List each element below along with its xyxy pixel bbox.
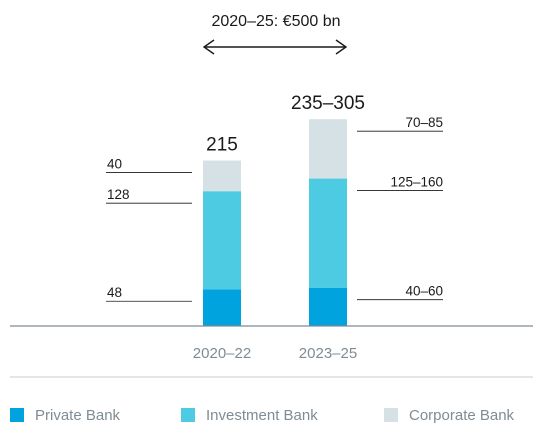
data-label: 48 <box>107 285 122 300</box>
data-label: 70–85 <box>405 115 443 130</box>
legend-label-investment-bank: Investment Bank <box>206 407 318 424</box>
legend-label-private-bank: Private Bank <box>35 407 121 424</box>
bar-segment-corporate-bank-1 <box>203 160 241 192</box>
legend-swatch-investment-bank <box>181 408 195 422</box>
bar-segment-private-bank-1 <box>203 289 241 326</box>
data-label: 40 <box>107 157 122 172</box>
data-label: 128 <box>107 187 130 202</box>
x-tick-label: 2020–22 <box>193 345 251 362</box>
data-label: 125–160 <box>390 175 443 190</box>
double-headed-arrow-icon <box>202 39 348 55</box>
legend-swatch-corporate-bank <box>384 408 398 422</box>
data-label: 40–60 <box>405 284 443 299</box>
bar-segment-investment-bank-1 <box>203 191 241 290</box>
x-tick-label: 2023–25 <box>299 345 357 362</box>
chart-title: 2020–25: €500 bn <box>211 13 340 30</box>
legend-swatch-private-bank <box>10 408 24 422</box>
bar-segment-private-bank-2 <box>309 287 347 326</box>
bar-segment-corporate-bank-2 <box>309 119 347 179</box>
total-label: 235–305 <box>291 93 365 114</box>
legend-label-corporate-bank: Corporate Bank <box>409 407 515 424</box>
total-label: 215 <box>206 135 238 156</box>
bar-segment-investment-bank-2 <box>309 178 347 288</box>
